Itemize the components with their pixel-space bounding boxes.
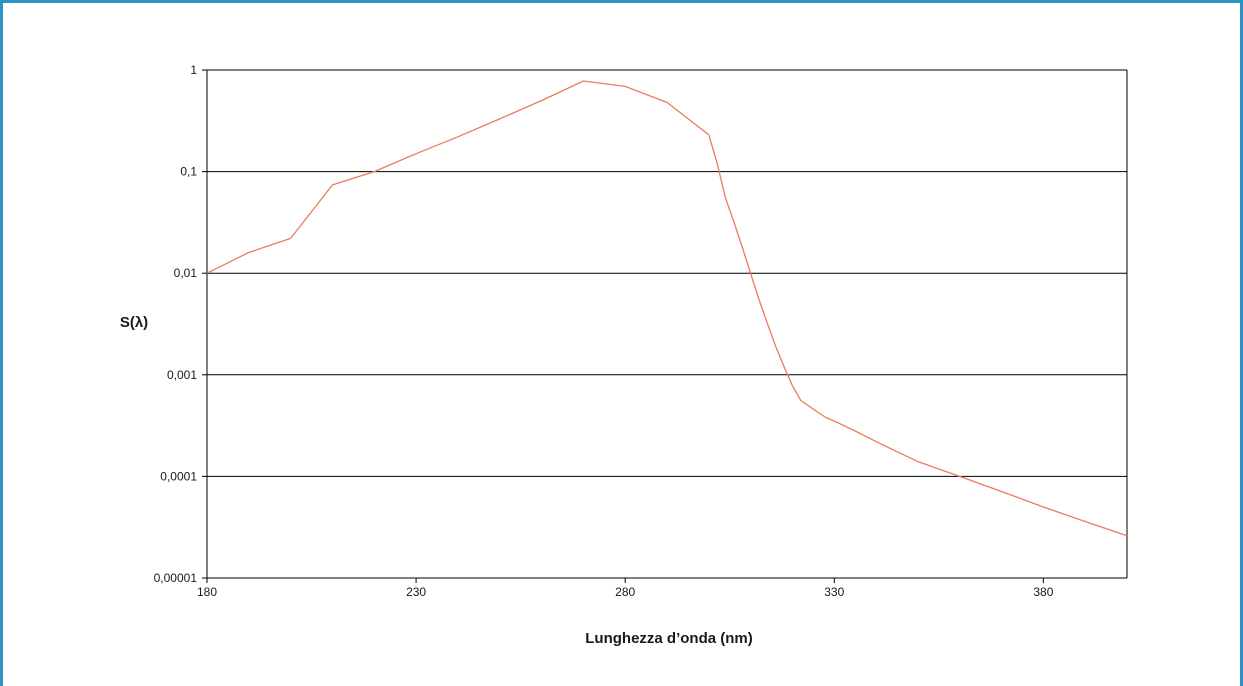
- y-tick-label: 0,0001: [160, 469, 197, 483]
- series-group: [206, 80, 1128, 537]
- grid-lines: [202, 69, 1127, 579]
- x-tick-labels: 180 230 280 330 380: [197, 585, 1054, 599]
- y-axis-title: S(λ): [120, 314, 148, 331]
- y-tick-label: 0,00001: [154, 571, 198, 585]
- x-axis-title: Lunghezza d’onda (nm): [585, 630, 752, 647]
- y-tick-label: 0,1: [180, 165, 197, 179]
- x-tick-label: 280: [615, 585, 635, 599]
- axes: [206, 70, 1128, 583]
- series-line: [206, 80, 1128, 537]
- x-tick-label: 330: [824, 585, 844, 599]
- y-tick-labels: 1 0,1 0,01 0,001 0,0001 0,00001: [154, 63, 198, 585]
- y-tick-label: 1: [190, 63, 197, 77]
- y-tick-label: 0,01: [174, 266, 198, 280]
- x-tick-label: 230: [406, 585, 426, 599]
- y-tick-label: 0,001: [167, 368, 197, 382]
- x-tick-label: 180: [197, 585, 217, 599]
- x-tick-label: 380: [1033, 585, 1053, 599]
